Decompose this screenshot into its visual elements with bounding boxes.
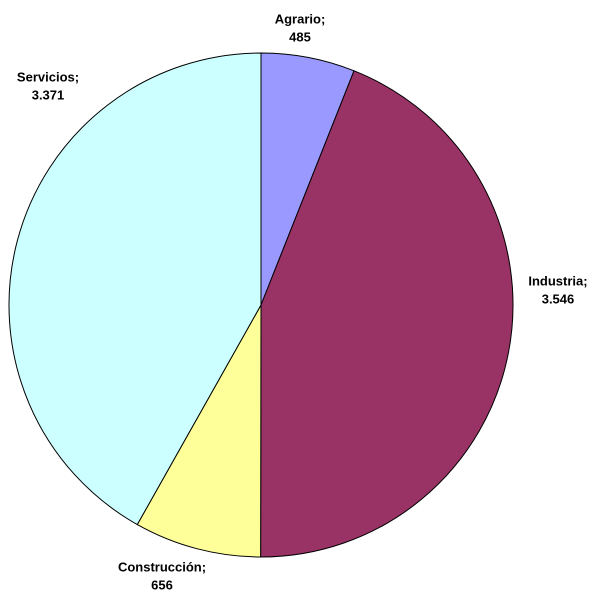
slice-category-label: Agrario; (275, 11, 326, 26)
slice-value-label: 485 (289, 29, 311, 44)
slice-value-label: 3.546 (542, 291, 575, 306)
slice-category-label: Servicios; (17, 69, 79, 84)
slice-value-label: 3.371 (32, 87, 65, 102)
pie-slice (136, 303, 262, 558)
slice-category-label: Construcción; (118, 559, 206, 574)
pie-slice (8, 52, 262, 526)
pie-slice (260, 70, 514, 558)
slice-category-label: Industria; (528, 273, 587, 288)
slice-value-label: 656 (151, 577, 173, 592)
